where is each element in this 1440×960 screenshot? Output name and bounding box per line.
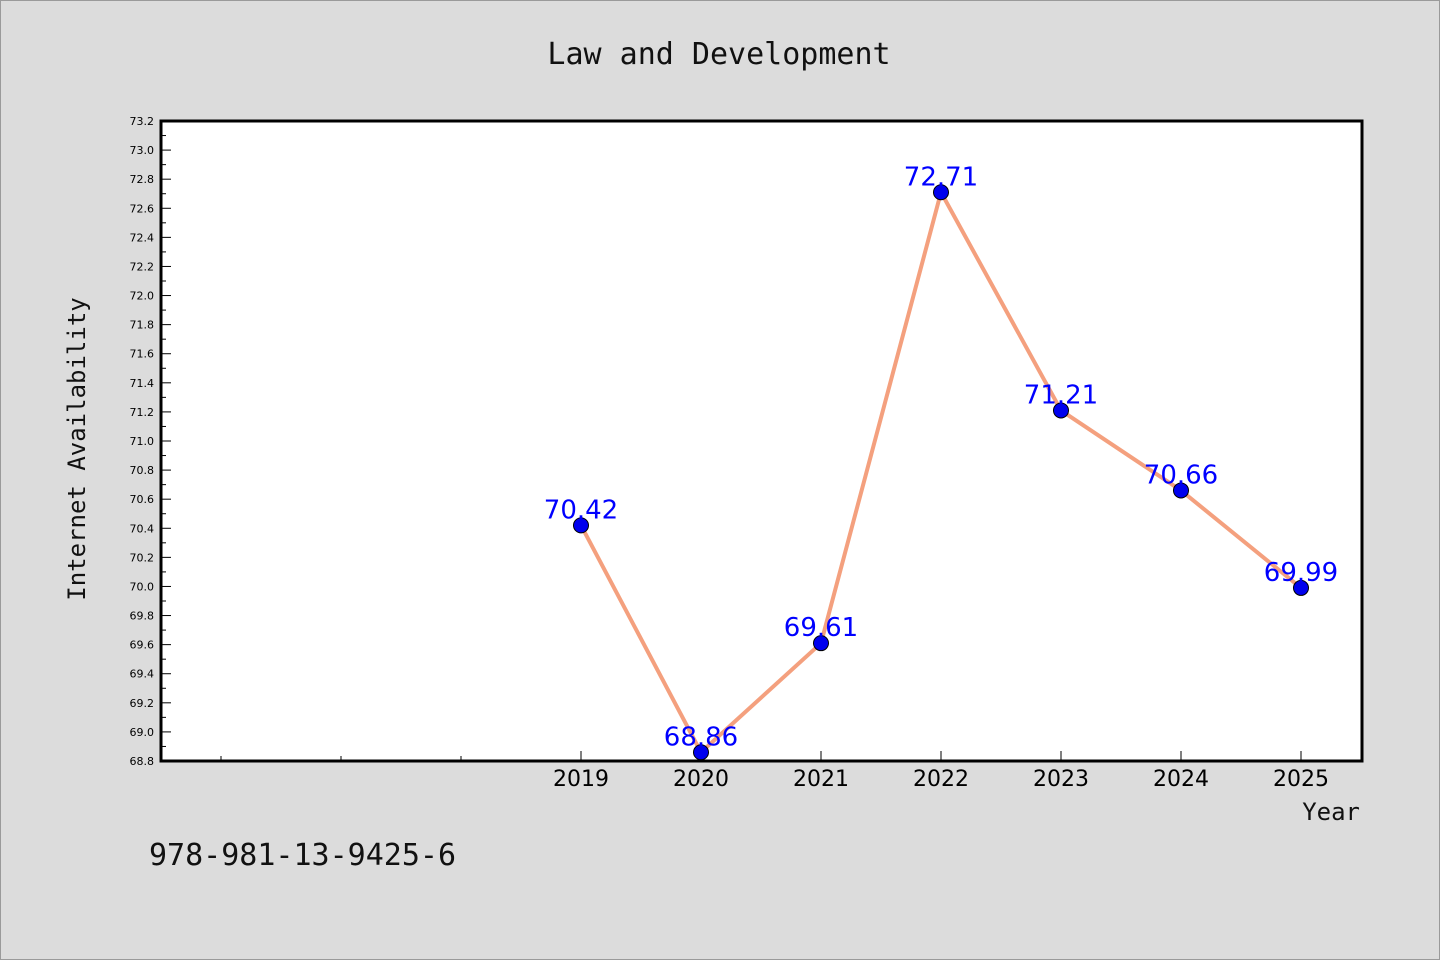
x-tick-label: 2025 [1273, 767, 1329, 792]
data-label: 69.99 [1264, 558, 1338, 588]
y-tick-label: 69.6 [130, 639, 155, 652]
data-point [573, 517, 589, 534]
x-tick-label: 2023 [1033, 767, 1089, 792]
data-point [1173, 482, 1189, 499]
y-axis: 68.8 69.0 69.2 69.4 69.6 69.8 70.0 70.2 70.4 70.6… [130, 115, 171, 768]
y-tick-label: 72.4 [130, 231, 155, 244]
y-tick-label: 72.8 [130, 173, 155, 186]
isbn-text: 978-981-13-9425-6 [149, 838, 456, 873]
x-tick-label: 2020 [673, 767, 729, 792]
series-markers [573, 184, 1309, 761]
data-labels: 70.42 68.86 69.61 72.71 71.21 70.66 69.99 [544, 162, 1338, 752]
y-tick-label: 70.4 [130, 522, 155, 535]
data-label: 68.86 [664, 722, 738, 752]
y-tick-label: 69.4 [130, 668, 155, 681]
data-label: 70.42 [544, 495, 618, 525]
y-tick-label: 73.2 [130, 115, 155, 128]
x-tick-label: 2022 [913, 767, 969, 792]
y-axis-title: Internet Availability [63, 297, 91, 600]
y-tick-label: 70.6 [130, 493, 155, 506]
y-tick-label: 72.2 [130, 260, 155, 273]
y-tick-label: 70.2 [130, 551, 155, 564]
data-point [1053, 402, 1069, 419]
y-tick-label: 71.6 [130, 348, 155, 361]
y-tick-label: 73.0 [130, 144, 155, 157]
y-tick-label: 71.2 [130, 406, 155, 419]
data-point [813, 635, 829, 652]
y-tick-label: 69.0 [130, 726, 155, 739]
y-tick-label: 69.2 [130, 697, 155, 710]
y-tick-label: 69.8 [130, 610, 155, 623]
x-tick-label: 2021 [793, 767, 849, 792]
y-tick-label: 72.6 [130, 202, 155, 215]
data-point [933, 184, 949, 201]
plot-area [159, 119, 1364, 763]
x-axis-title: Year [1302, 798, 1360, 826]
y-tick-label: 72.0 [130, 290, 155, 303]
data-label: 72.71 [904, 162, 978, 192]
x-axis: 2019 2020 2021 2022 2023 2024 2025 [220, 751, 1329, 792]
data-label: 69.61 [784, 613, 858, 643]
y-tick-label: 71.8 [130, 319, 155, 332]
y-tick-label: 71.4 [130, 377, 155, 390]
y-tick-label: 68.8 [130, 755, 155, 768]
y-tick-label: 71.0 [130, 435, 155, 448]
chart-title: Law and Development [547, 37, 890, 72]
data-label: 71.21 [1024, 380, 1098, 410]
y-tick-label: 70.0 [130, 580, 155, 593]
data-point [1293, 579, 1309, 596]
data-label: 70.66 [1144, 460, 1218, 490]
x-tick-label: 2019 [553, 767, 609, 792]
y-tick-label: 70.8 [130, 464, 155, 477]
data-point [693, 744, 709, 761]
x-tick-label: 2024 [1153, 767, 1209, 792]
